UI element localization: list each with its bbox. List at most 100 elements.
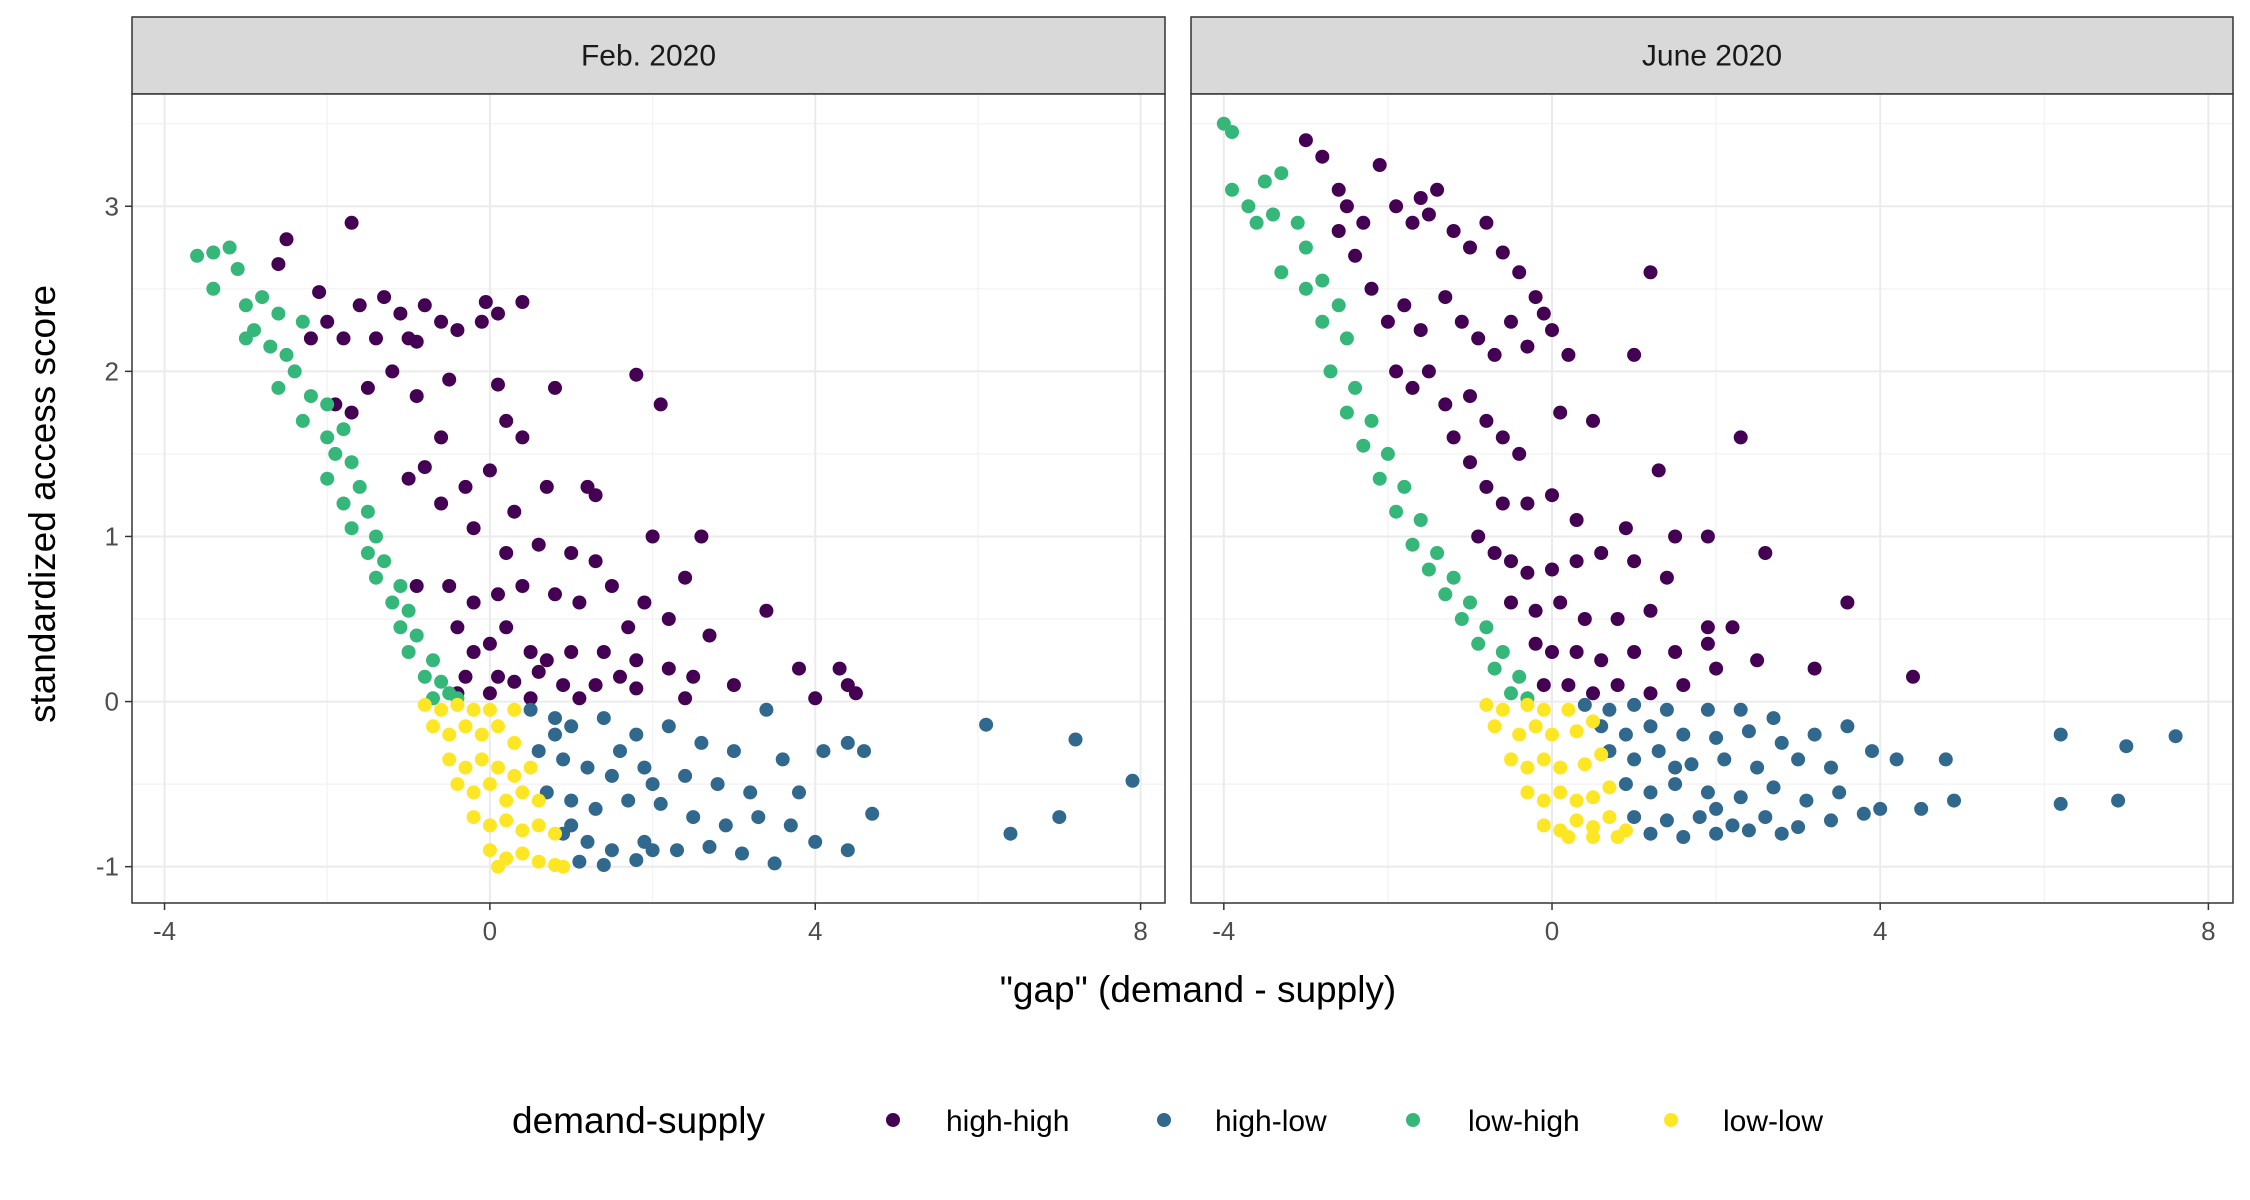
data-point [1052, 810, 1067, 825]
data-point [482, 843, 497, 858]
data-point [466, 702, 481, 717]
data-point [2053, 727, 2068, 742]
data-point [1463, 455, 1477, 470]
data-point [401, 471, 416, 486]
data-point [1315, 149, 1330, 164]
data-point [369, 331, 383, 346]
data-point [840, 735, 855, 750]
x-tick-label: -4 [1212, 916, 1235, 946]
data-point [320, 314, 335, 329]
data-point [1643, 603, 1658, 618]
data-point [637, 595, 652, 610]
data-point [1553, 760, 1568, 775]
data-point [360, 504, 375, 519]
data-point [1553, 405, 1568, 420]
facet-strip [131, 16, 1166, 95]
data-point [539, 479, 554, 494]
data-point [1700, 702, 1715, 717]
data-point [1372, 158, 1387, 172]
data-point [1733, 790, 1748, 805]
data-point [507, 735, 522, 750]
legend-label-low-high: low-high [1468, 1105, 1580, 1138]
series-high-low [523, 702, 1140, 872]
data-point [1545, 562, 1559, 577]
data-point [515, 785, 530, 800]
data-point [702, 628, 717, 643]
data-point [409, 389, 424, 404]
x-tick-label: 0 [483, 916, 497, 946]
data-point [393, 306, 408, 321]
data-point [1643, 265, 1658, 280]
legend-item-low-low: low-low [1664, 1105, 1823, 1138]
legend-label-low-low: low-low [1723, 1105, 1823, 1138]
data-point [320, 430, 335, 445]
data-point [426, 719, 440, 734]
data-point [491, 377, 505, 392]
data-point [531, 818, 546, 833]
data-point [670, 843, 684, 858]
data-point [548, 587, 562, 602]
x-tick-label: 8 [1133, 916, 1147, 946]
data-point [1339, 331, 1354, 346]
data-point [1545, 323, 1559, 338]
data-point [645, 777, 660, 792]
data-point [1413, 323, 1428, 338]
data-point [1315, 314, 1330, 329]
data-point [735, 846, 749, 861]
data-point [287, 364, 302, 379]
data-point [271, 306, 286, 321]
data-point [344, 455, 359, 470]
data-point [1758, 546, 1773, 560]
data-point [515, 295, 530, 309]
data-point [1356, 438, 1371, 453]
data-point [1372, 471, 1387, 486]
data-point [848, 686, 863, 701]
data-point [531, 664, 546, 679]
data-point [1003, 826, 1018, 841]
panel-june-2020: June 2020 [1190, 16, 2234, 904]
data-point [515, 579, 530, 593]
data-point [1733, 702, 1748, 717]
data-point [263, 339, 278, 354]
data-point [442, 579, 457, 593]
data-point [1651, 744, 1666, 759]
data-point [979, 717, 994, 732]
data-point [1725, 818, 1740, 833]
data-point [442, 372, 457, 387]
data-point [336, 422, 351, 437]
data-point [1125, 773, 1140, 788]
data-point [1610, 678, 1625, 693]
legend-item-high-low: high-low [1157, 1105, 1327, 1138]
data-point [816, 744, 831, 759]
data-point [515, 430, 530, 445]
data-point [1495, 496, 1510, 511]
data-point [1348, 248, 1363, 263]
data-point [613, 669, 627, 684]
data-point [1413, 513, 1428, 527]
data-point [1438, 290, 1453, 305]
data-point [1561, 678, 1576, 693]
data-point [499, 413, 514, 428]
data-point [295, 413, 310, 428]
series-high-low [1577, 697, 2183, 844]
data-point [629, 853, 644, 868]
data-point [1947, 793, 1961, 808]
data-point [1512, 265, 1527, 280]
data-point [1323, 364, 1338, 379]
data-point [491, 587, 505, 602]
data-point [409, 579, 424, 593]
data-point [531, 744, 546, 759]
data-point [621, 793, 636, 808]
data-point [1561, 830, 1576, 844]
data-point [1750, 653, 1765, 668]
data-point [491, 859, 505, 874]
data-point [474, 727, 489, 742]
data-point [1791, 820, 1806, 835]
facet-strip-label: June 2020 [1642, 40, 1782, 73]
data-point [491, 760, 505, 775]
data-point [1068, 732, 1083, 747]
data-point [450, 777, 465, 792]
data-point [1569, 513, 1584, 527]
series-high-high [271, 215, 863, 706]
data-point [1659, 702, 1674, 717]
